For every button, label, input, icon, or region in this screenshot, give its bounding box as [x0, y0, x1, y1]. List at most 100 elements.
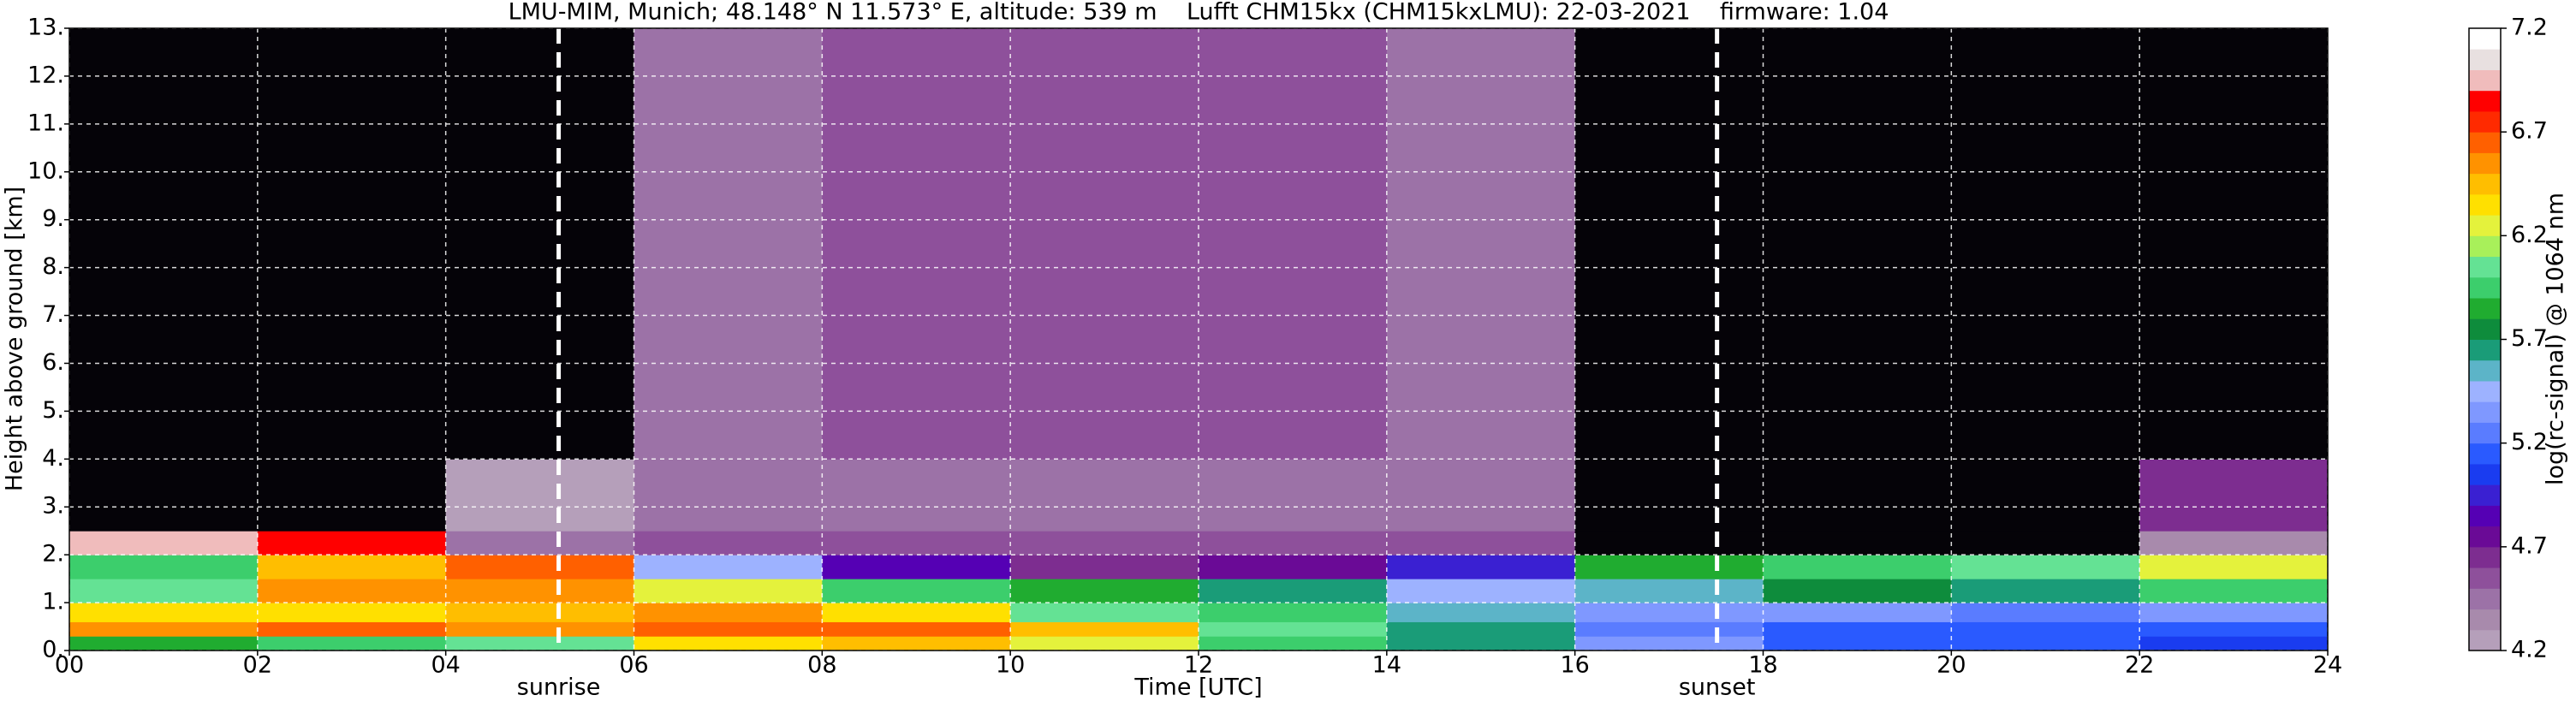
colorbar-level: [2469, 359, 2501, 382]
heatmap-cell: [634, 636, 823, 651]
heatmap-cell: [445, 621, 634, 637]
x-tick-label: 06: [619, 652, 648, 679]
heatmap-cell: [1010, 28, 1199, 460]
colorbar-tick-label: 4.2: [2511, 637, 2548, 663]
heatmap-cell: [69, 459, 259, 532]
heatmap-cell: [822, 555, 1011, 579]
colorbar-tick-label: 6.2: [2511, 222, 2548, 248]
heatmap-cell: [634, 459, 823, 532]
heatmap-cell: [1386, 459, 1576, 532]
heatmap-cell: [1010, 459, 1199, 532]
heatmap-cell: [69, 531, 259, 556]
annotation-label: sunset: [1679, 674, 1756, 701]
heatmap-cell: [822, 603, 1011, 622]
heatmap-cell: [445, 555, 634, 579]
heatmap-cell: [1951, 531, 2140, 556]
x-tick-label: 02: [243, 652, 272, 679]
heatmap-cell: [1386, 636, 1576, 651]
heatmap-cell: [1951, 603, 2140, 622]
colorbar-tick-label: 4.7: [2511, 532, 2548, 559]
heatmap-cell: [257, 636, 447, 651]
colorbar-tick-label: 5.7: [2511, 325, 2548, 352]
colorbar-tick-label: 6.7: [2511, 118, 2548, 145]
colorbar-level: [2469, 526, 2501, 548]
x-tick-label: 16: [1560, 652, 1589, 679]
heatmap-cell: [822, 531, 1011, 556]
heatmap-cell: [69, 555, 259, 579]
heatmap-cell: [1010, 603, 1199, 622]
heatmap-cell: [69, 603, 259, 622]
heatmap-cell: [257, 603, 447, 622]
colorbar-level: [2469, 463, 2501, 485]
x-tick-label: 08: [807, 652, 836, 679]
x-tick-label: 20: [1936, 652, 1966, 679]
x-tick-label: 14: [1372, 652, 1401, 679]
heatmap-cell: [445, 531, 634, 556]
heatmap-cell: [2139, 555, 2329, 579]
colorbar-level: [2469, 173, 2501, 195]
heatmap-cell: [2139, 636, 2329, 651]
heatmap-cell: [1763, 603, 1952, 622]
heatmap-cell: [1386, 621, 1576, 637]
colorbar-level: [2469, 215, 2501, 236]
heatmap-cell: [2139, 531, 2329, 556]
heatmap-cell: [1386, 555, 1576, 579]
heatmap-cell: [1574, 621, 1764, 637]
heatmap-cell: [1763, 459, 1952, 532]
colorbar-level: [2469, 629, 2501, 651]
heatmap-cell: [1010, 636, 1199, 651]
colorbar-level: [2469, 193, 2501, 216]
heatmap-cell: [1574, 636, 1764, 651]
colorbar-level: [2469, 90, 2501, 112]
x-tick-label: 10: [996, 652, 1025, 679]
heatmap-cell: [1951, 621, 2140, 637]
heatmap-cell: [634, 531, 823, 556]
colorbar-level: [2469, 276, 2501, 299]
y-tick-label: 1.: [42, 589, 64, 615]
y-tick-label: 11.: [27, 110, 64, 136]
y-tick-label: 6.: [42, 349, 64, 376]
heatmap-cell: [2139, 459, 2329, 532]
x-tick-label: 24: [2313, 652, 2342, 679]
colorbar-label: log(rc-signal) @ 1064 nm: [2543, 193, 2569, 485]
heatmap-cell: [1574, 28, 1764, 460]
x-axis-label: Time [UTC]: [1133, 674, 1262, 701]
heatmap-cell: [1951, 459, 2140, 532]
heatmap-cell: [1386, 28, 1576, 460]
y-tick-label: 0.: [42, 637, 64, 663]
heatmap-cell: [257, 531, 447, 556]
heatmap-cell: [1010, 555, 1199, 579]
colorbar-tick-label: 5.2: [2511, 429, 2548, 455]
heatmap-cell: [1763, 28, 1952, 460]
heatmap-cell: [1763, 636, 1952, 651]
heatmap-cell: [634, 603, 823, 622]
heatmap-cell: [2139, 603, 2329, 622]
heatmap-cell: [1951, 579, 2140, 603]
heatmap-cell: [1763, 555, 1952, 579]
y-tick-label: 9.: [42, 205, 64, 232]
colorbar-level: [2469, 28, 2501, 50]
heatmap-cell: [1010, 531, 1199, 556]
heatmap-cell: [257, 555, 447, 579]
heatmap-cell: [2139, 28, 2329, 460]
x-tick-label: 04: [431, 652, 460, 679]
x-tick-label: 18: [1748, 652, 1777, 679]
plot-frame: [68, 27, 2329, 651]
heatmap-cell: [1199, 555, 1388, 579]
chart-title: LMU-MIM, Munich; 48.148° N 11.573° E, al…: [509, 0, 1889, 26]
heatmap-cell: [1763, 579, 1952, 603]
colorbar-level: [2469, 567, 2501, 589]
y-tick-label: 3.: [42, 493, 64, 520]
heatmap-cell: [822, 28, 1011, 460]
y-tick-label: 13.: [27, 15, 64, 41]
colorbar-level: [2469, 49, 2501, 70]
heatmap-cell: [445, 603, 634, 622]
colorbar-level: [2469, 69, 2501, 92]
colorbar-level: [2469, 235, 2501, 258]
heatmap-cell: [2139, 621, 2329, 637]
heatmap-cell: [1763, 621, 1952, 637]
heatmap-cell: [1574, 459, 1764, 532]
heatmap-cell: [1574, 579, 1764, 603]
heatmap-cell: [1951, 28, 2140, 460]
